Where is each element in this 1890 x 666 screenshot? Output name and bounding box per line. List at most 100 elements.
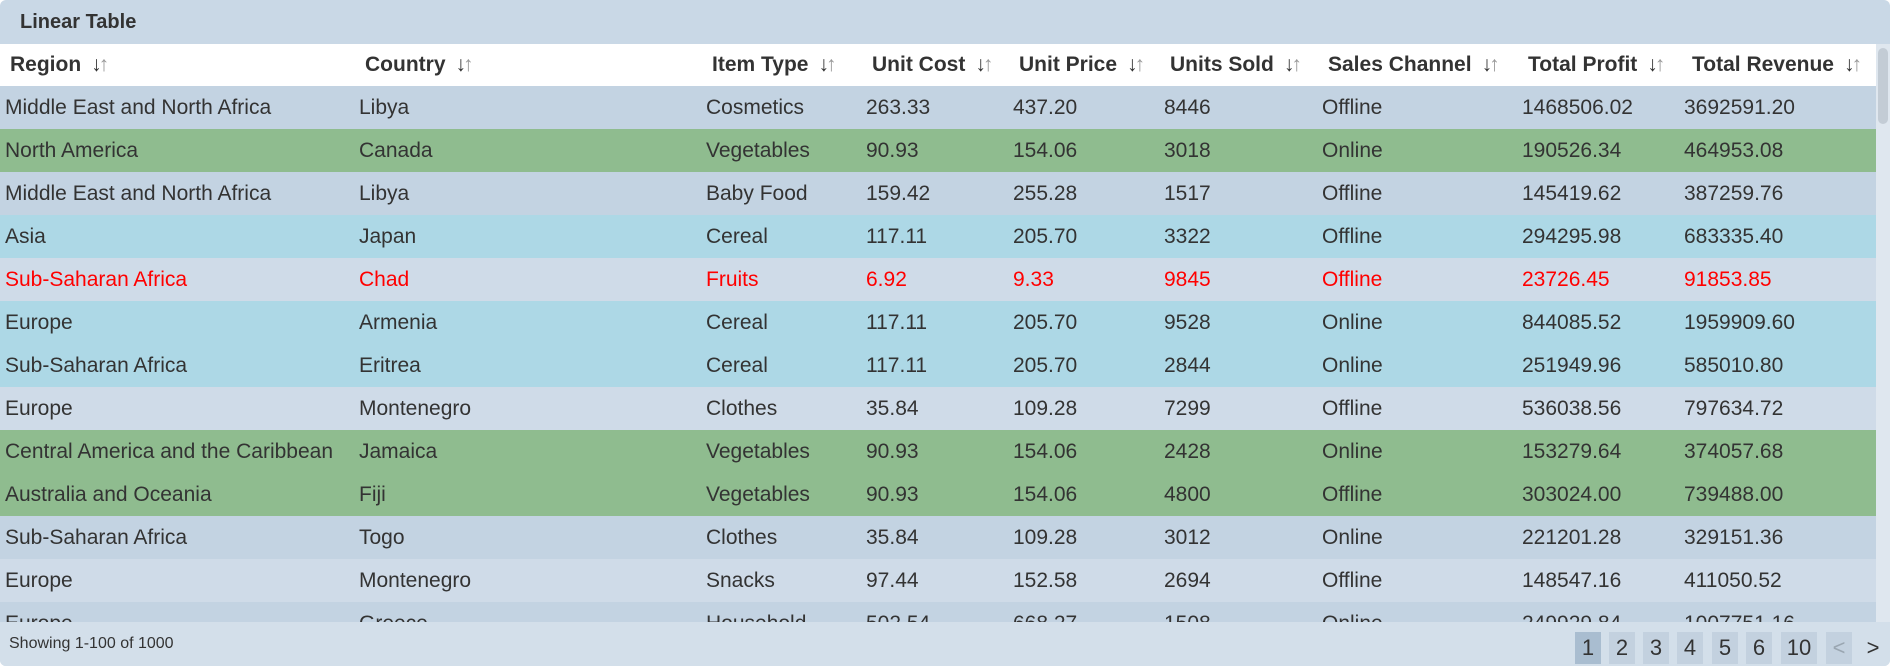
column-header-units-sold[interactable]: Units Sold ↓↑ (1170, 44, 1302, 86)
column-header-total-profit[interactable]: Total Profit ↓↑ (1528, 44, 1665, 86)
table-row[interactable]: Middle East and North Africa Libya Baby Fo… (0, 172, 1876, 215)
cell-item-type: Cereal (706, 225, 768, 248)
sort-arrows-icon[interactable]: ↓↑ (1283, 53, 1302, 76)
cell-region: Sub-Saharan Africa (5, 526, 188, 549)
cell-unit-price: 205.70 (1013, 354, 1078, 377)
table-row[interactable]: Sub-Saharan Africa Eritrea Cereal 117.11 205… (0, 344, 1876, 387)
cell-unit-cost: 35.84 (866, 526, 919, 549)
table-footer: Showing 1-100 of 1000 1 2 3 4 5 6 10 < > (0, 622, 1890, 666)
sort-arrows-icon[interactable]: ↓↑ (1843, 53, 1862, 76)
table-row[interactable]: Europe Greece Household 502.54 668.27 1508 Onl… (0, 602, 1876, 622)
cell-country: Libya (359, 96, 410, 119)
cell-item-type: Vegetables (706, 440, 810, 463)
sort-arrows-icon[interactable]: ↓↑ (818, 53, 836, 76)
cell-sales-channel: Offline (1322, 268, 1383, 291)
page-button-1[interactable]: 1 (1575, 632, 1601, 664)
cell-unit-price: 152.58 (1013, 569, 1078, 592)
cell-total-profit: 148547.16 (1522, 569, 1622, 592)
next-page-button[interactable]: > (1866, 635, 1880, 660)
column-header-country[interactable]: Country ↓↑ (365, 44, 474, 86)
cell-total-revenue: 1959909.60 (1684, 311, 1795, 334)
table-header: Region ↓↑ Country ↓↑ Item Type ↓↑ Unit Cost… (0, 44, 1876, 86)
column-header-region[interactable]: Region ↓↑ (10, 44, 109, 86)
cell-total-revenue: 739488.00 (1684, 483, 1784, 506)
cell-region: Sub-Saharan Africa (5, 268, 188, 291)
cell-total-profit: 844085.52 (1522, 311, 1622, 334)
cell-item-type: Fruits (706, 268, 759, 291)
cell-units-sold: 2694 (1164, 569, 1211, 592)
cell-country: Greece (359, 602, 428, 622)
table-row[interactable]: Europe Montenegro Clothes 35.84 109.28 7299 Of… (0, 387, 1876, 430)
cell-total-profit: 251949.96 (1522, 354, 1622, 377)
cell-units-sold: 2428 (1164, 440, 1211, 463)
column-header-item-type[interactable]: Item Type ↓↑ (712, 44, 836, 86)
cell-unit-price: 205.70 (1013, 311, 1078, 334)
page-button-4[interactable]: 4 (1677, 632, 1703, 664)
cell-sales-channel: Online (1322, 354, 1383, 377)
cell-total-revenue: 91853.85 (1684, 268, 1772, 291)
cell-total-profit: 536038.56 (1522, 397, 1622, 420)
cell-total-profit: 190526.34 (1522, 139, 1622, 162)
page-button-10[interactable]: 10 (1781, 632, 1817, 664)
cell-sales-channel: Online (1322, 139, 1383, 162)
cell-unit-cost: 117.11 (866, 354, 928, 377)
cell-region: North America (5, 139, 139, 162)
table-row[interactable]: Central America and the Caribbean Jamaica… (0, 430, 1876, 473)
cell-item-type: Cereal (706, 311, 768, 334)
cell-unit-price: 154.06 (1013, 139, 1078, 162)
cell-units-sold: 3322 (1164, 225, 1211, 248)
table-row[interactable]: Sub-Saharan Africa Togo Clothes 35.84 109.28… (0, 516, 1876, 559)
cell-unit-cost: 159.42 (866, 182, 931, 205)
cell-region: Sub-Saharan Africa (5, 354, 188, 377)
cell-total-profit: 294295.98 (1522, 225, 1622, 248)
sort-arrows-icon[interactable]: ↓↑ (1481, 53, 1500, 76)
page-button-3[interactable]: 3 (1643, 632, 1669, 664)
cell-sales-channel: Offline (1322, 225, 1383, 248)
cell-unit-price: 437.20 (1013, 96, 1078, 119)
cell-unit-cost: 502.54 (866, 602, 930, 622)
cell-total-profit: 303024.00 (1522, 483, 1622, 506)
column-header-total-revenue[interactable]: Total Revenue ↓↑ (1692, 44, 1862, 86)
cell-country: Libya (359, 182, 410, 205)
cell-region: Europe (5, 602, 73, 622)
cell-sales-channel: Online (1322, 526, 1383, 549)
page-button-5[interactable]: 5 (1712, 632, 1738, 664)
cell-country: Canada (359, 139, 433, 162)
table-row[interactable]: Europe Armenia Cereal 117.11 205.70 9528 Onlin… (0, 301, 1876, 344)
sort-arrows-icon[interactable]: ↓↑ (1647, 53, 1665, 76)
page-button-6[interactable]: 6 (1746, 632, 1772, 664)
cell-total-revenue: 585010.80 (1684, 354, 1784, 377)
sort-arrows-icon[interactable]: ↓↑ (975, 53, 993, 76)
sort-arrows-icon[interactable]: ↓↑ (91, 53, 109, 76)
cell-sales-channel: Offline (1322, 182, 1383, 205)
cell-item-type: Vegetables (706, 483, 810, 506)
table-row[interactable]: North America Canada Vegetables 90.93 154.06… (0, 129, 1876, 172)
prev-page-button[interactable]: < (1826, 632, 1852, 664)
cell-item-type: Snacks (706, 569, 775, 592)
cell-total-profit: 145419.62 (1522, 182, 1622, 205)
cell-units-sold: 1517 (1164, 182, 1211, 205)
sort-arrows-icon[interactable]: ↓↑ (1127, 53, 1145, 76)
cell-sales-channel: Online (1322, 440, 1383, 463)
column-header-sales-channel[interactable]: Sales Channel ↓↑ (1328, 44, 1500, 86)
table-row[interactable]: Australia and Oceania Fiji Vegetables 90.93… (0, 473, 1876, 516)
column-header-unit-cost[interactable]: Unit Cost ↓↑ (872, 44, 993, 86)
column-header-unit-price[interactable]: Unit Price ↓↑ (1019, 44, 1145, 86)
table: Region ↓↑ Country ↓↑ Item Type ↓↑ Unit Cost… (0, 44, 1876, 622)
table-row[interactable]: Europe Montenegro Snacks 97.44 152.58 2694 Off… (0, 559, 1876, 602)
table-row[interactable]: Sub-Saharan Africa Chad Fruits 6.92 9.33 9845… (0, 258, 1876, 301)
cell-sales-channel: Online (1322, 602, 1383, 622)
cell-region: Asia (5, 225, 46, 248)
cell-total-profit: 249929.84 (1522, 602, 1621, 622)
vertical-scrollbar[interactable] (1876, 44, 1890, 622)
table-row[interactable]: Asia Japan Cereal 117.11 205.70 3322 Offline 29… (0, 215, 1876, 258)
table-row[interactable]: Middle East and North Africa Libya Cosmeti… (0, 86, 1876, 129)
cell-unit-price: 154.06 (1013, 440, 1078, 463)
cell-total-revenue: 683335.40 (1684, 225, 1784, 248)
table-body: Middle East and North Africa Libya Cosmeti… (0, 86, 1876, 622)
cell-sales-channel: Offline (1322, 397, 1383, 420)
sort-arrows-icon[interactable]: ↓↑ (455, 53, 474, 76)
page-button-2[interactable]: 2 (1609, 632, 1635, 664)
cell-sales-channel: Online (1322, 311, 1383, 334)
scrollbar-thumb[interactable] (1878, 48, 1888, 124)
